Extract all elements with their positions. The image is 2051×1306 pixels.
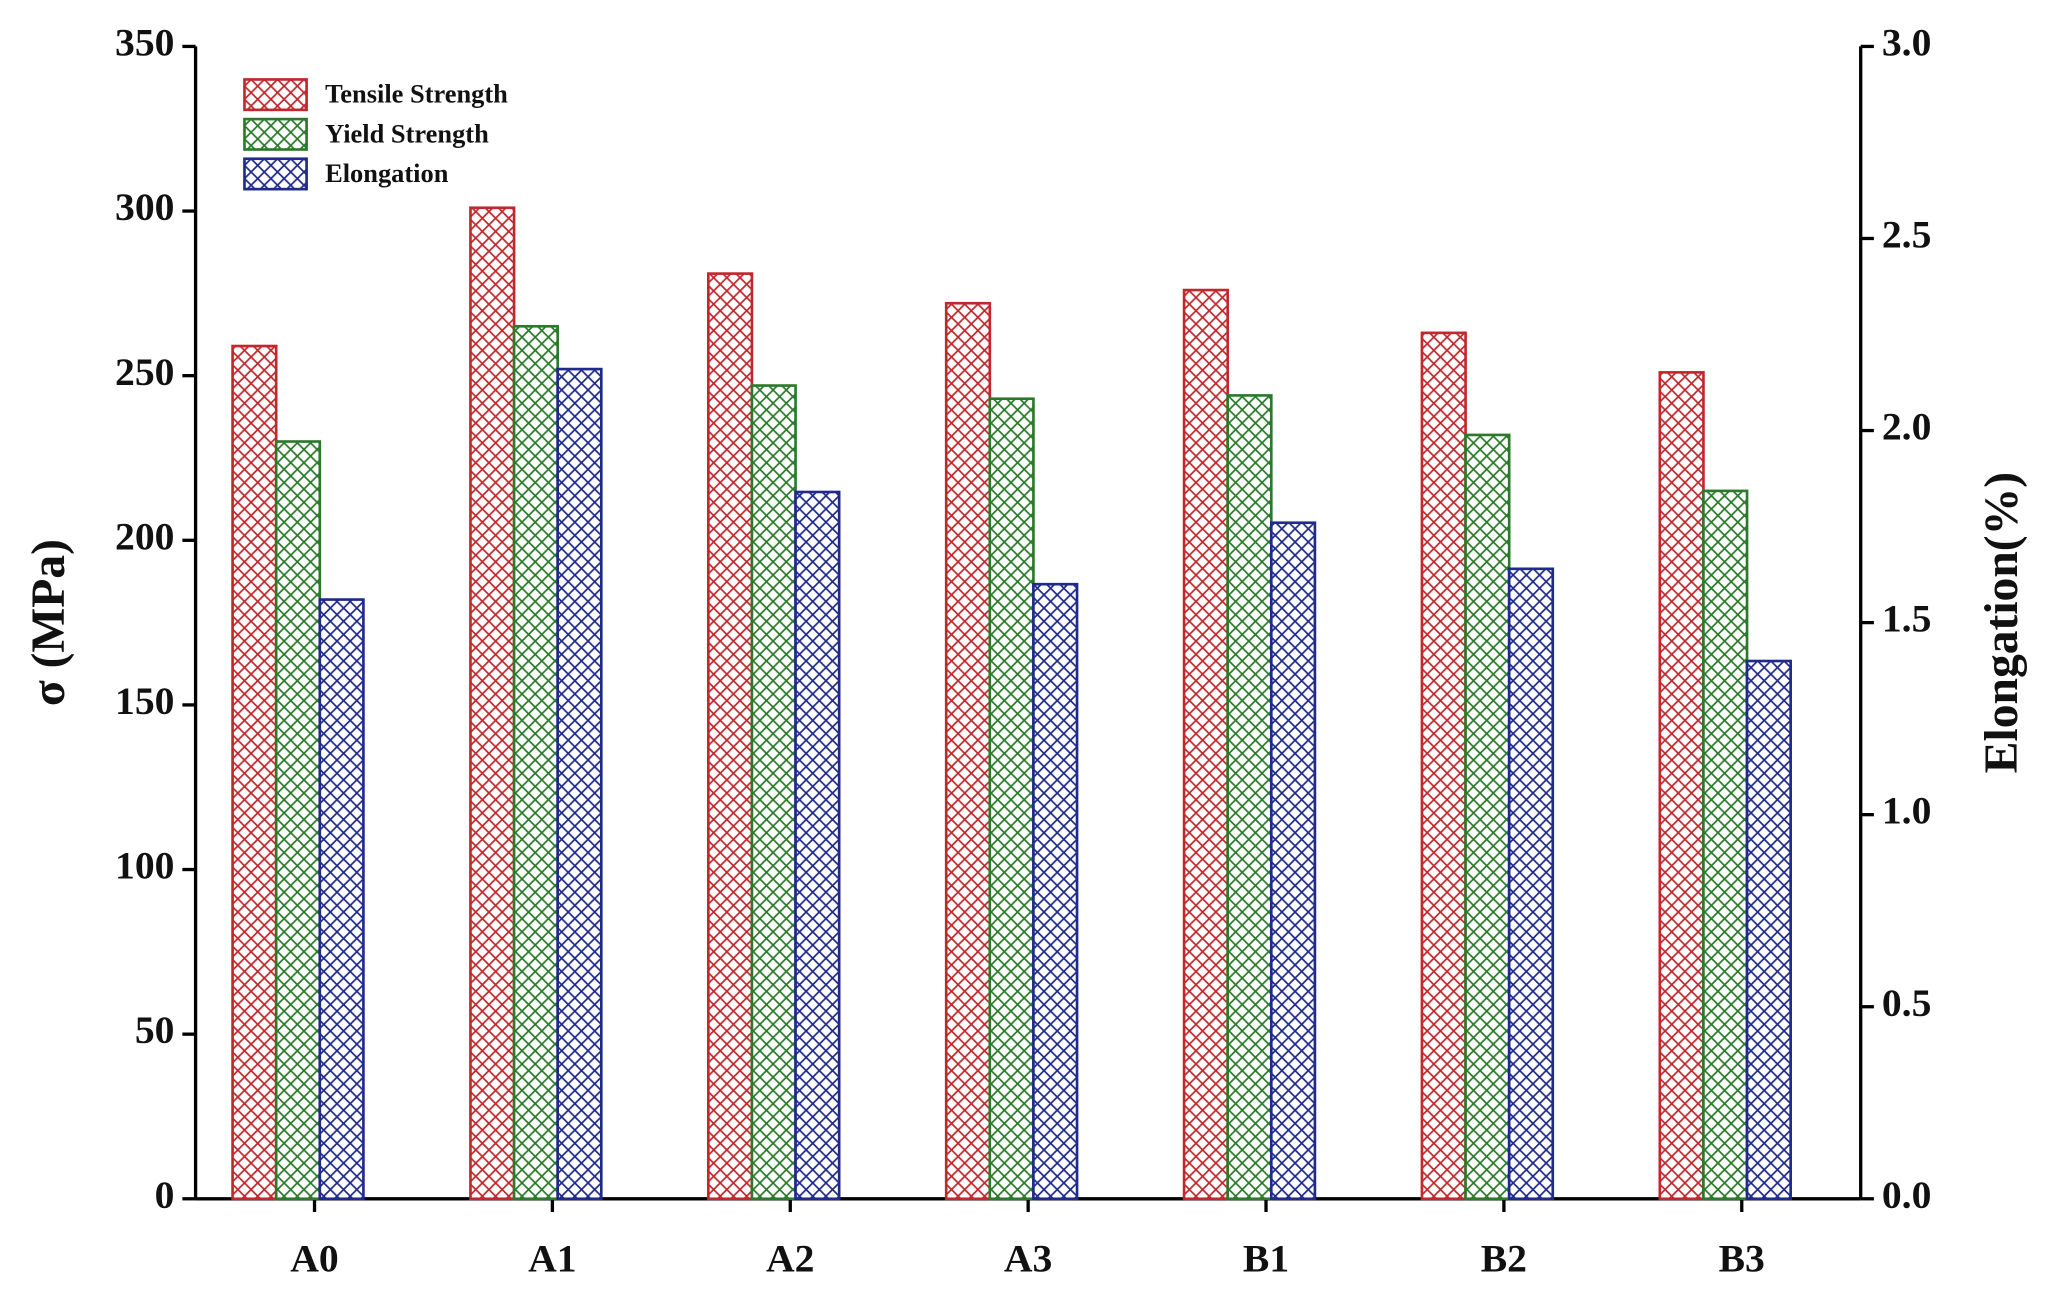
bar xyxy=(512,324,560,1201)
y-tick-label: 250 xyxy=(115,350,174,394)
y-tick-label: 300 xyxy=(115,185,174,229)
y-axis-label: σ (MPa) xyxy=(23,539,75,706)
y-tick-label: 350 xyxy=(115,21,174,65)
x-tick-label: A2 xyxy=(766,1236,814,1280)
y2-tick-label: 2.0 xyxy=(1882,405,1932,449)
bar xyxy=(1182,288,1230,1201)
bar xyxy=(988,397,1035,1201)
legend-label: Yield Strength xyxy=(325,118,489,148)
bar xyxy=(1464,433,1511,1201)
y2-tick-label: 2.5 xyxy=(1882,213,1932,257)
y2-tick-label: 0.0 xyxy=(1882,1173,1932,1217)
bar xyxy=(1507,567,1555,1201)
bar xyxy=(750,384,797,1201)
x-tick-label: A1 xyxy=(528,1236,576,1280)
legend-swatch xyxy=(243,78,308,112)
bar xyxy=(556,367,603,1201)
y-tick-label: 200 xyxy=(115,514,174,558)
x-tick-label: B3 xyxy=(1719,1236,1765,1280)
legend-label: Tensile Strength xyxy=(325,79,508,109)
legend-swatch xyxy=(243,117,308,151)
y2-tick-label: 3.0 xyxy=(1882,21,1932,65)
x-tick-label: A3 xyxy=(1004,1236,1052,1280)
legend-label: Elongation xyxy=(325,158,449,188)
legend-swatch xyxy=(243,157,308,191)
y2-tick-label: 1.5 xyxy=(1882,597,1932,641)
x-tick-label: A0 xyxy=(290,1236,338,1280)
y2-tick-label: 1.0 xyxy=(1882,789,1932,833)
bar xyxy=(231,344,278,1201)
bar xyxy=(1658,371,1705,1201)
y2-tick-label: 0.5 xyxy=(1882,981,1932,1025)
bar xyxy=(274,440,322,1201)
bar xyxy=(1745,659,1792,1201)
y-tick-label: 50 xyxy=(135,1008,175,1052)
bar xyxy=(794,490,841,1201)
bar xyxy=(944,301,992,1201)
x-tick-label: B2 xyxy=(1481,1236,1527,1280)
bar xyxy=(1032,582,1079,1201)
y-tick-label: 150 xyxy=(115,679,174,723)
bar xyxy=(1420,331,1467,1201)
bar xyxy=(1702,489,1749,1201)
bar xyxy=(1269,521,1317,1201)
bar xyxy=(469,206,516,1201)
bar xyxy=(1226,394,1273,1201)
y-tick-label: 100 xyxy=(115,844,174,888)
x-tick-label: B1 xyxy=(1243,1236,1289,1280)
y2-axis-label: Elongation(%) xyxy=(1976,472,2028,773)
bar xyxy=(318,598,365,1201)
y-tick-label: 0 xyxy=(155,1173,175,1217)
bar xyxy=(707,272,754,1201)
